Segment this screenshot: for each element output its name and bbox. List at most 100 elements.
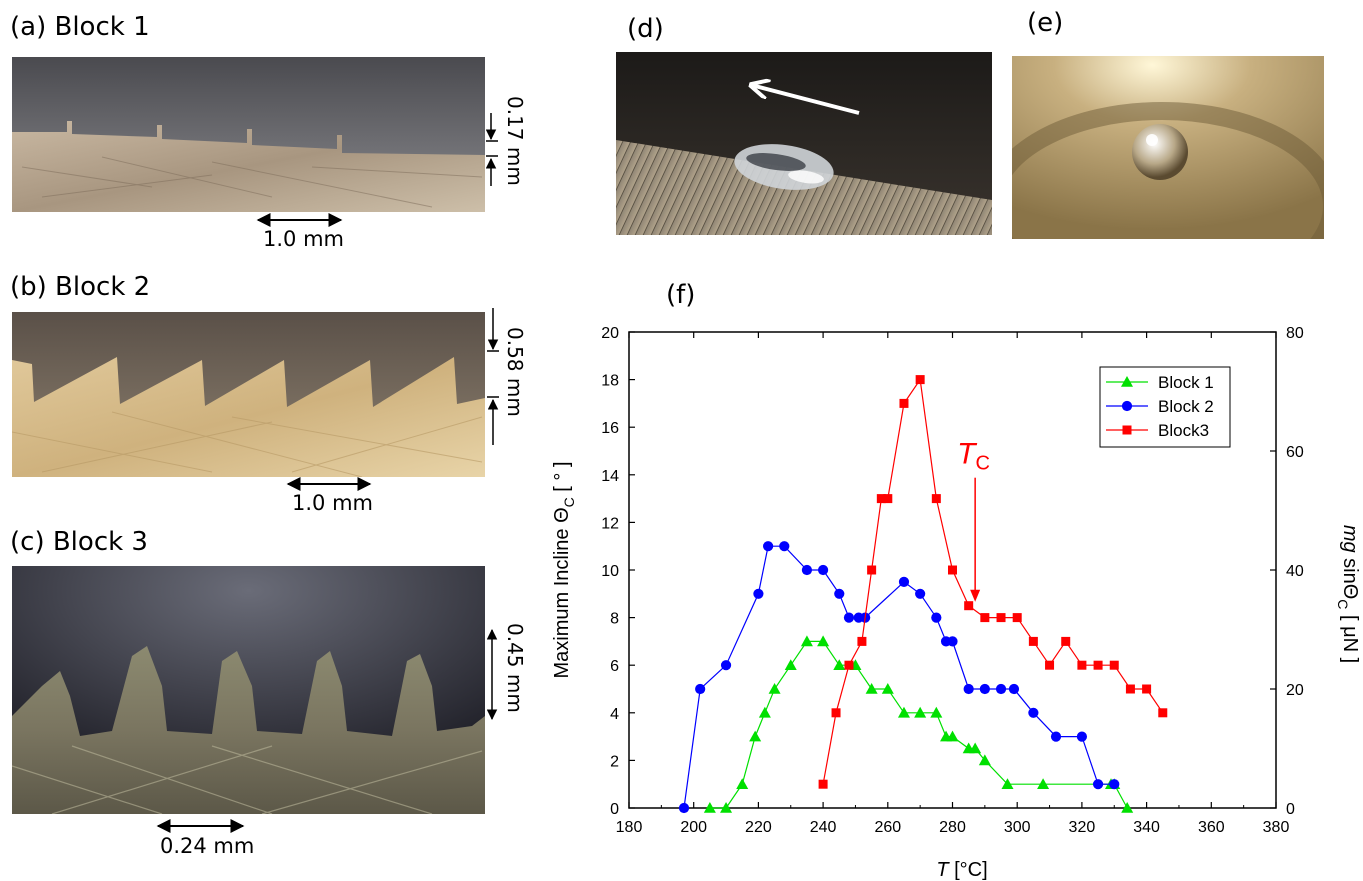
legend-marker (1122, 425, 1132, 435)
data-point (1028, 636, 1038, 646)
panel-label-f: (f) (666, 280, 696, 310)
panel-label-c: (c) Block 3 (10, 527, 148, 557)
y-tick-label: 6 (610, 658, 619, 675)
x-tick-label: 200 (680, 819, 707, 836)
legend-label: Block 1 (1158, 373, 1214, 392)
data-point (763, 541, 774, 552)
data-point (1093, 660, 1103, 670)
data-point (753, 588, 764, 599)
x-tick-label: 220 (745, 819, 772, 836)
data-point (1008, 683, 1020, 695)
x-tick-label: 260 (874, 819, 901, 836)
data-point (800, 635, 813, 647)
droplet-incline-photo (616, 52, 992, 235)
data-point (996, 613, 1006, 623)
data-point (779, 541, 790, 552)
chart-series (678, 375, 1168, 814)
y-tick-label: 8 (610, 611, 619, 628)
panel-label-b: (b) Block 2 (10, 272, 151, 302)
tc-arrowhead (970, 589, 981, 602)
data-point (1001, 778, 1014, 789)
data-point (1012, 613, 1022, 623)
data-point (897, 706, 910, 718)
data-point (1076, 731, 1087, 742)
legend-marker (1121, 400, 1133, 412)
legend-box (1099, 366, 1231, 448)
data-point (1092, 779, 1104, 790)
data-point (931, 612, 942, 623)
y-tick-label: 16 (601, 420, 619, 437)
data-point (834, 588, 845, 599)
block2-micrograph (12, 312, 485, 477)
data-point (818, 564, 829, 576)
data-point (899, 398, 909, 408)
legend-marker (1121, 376, 1133, 387)
data-point (1061, 636, 1071, 646)
data-point (817, 635, 830, 647)
series-1 (703, 635, 1134, 813)
chart-legend: Block 1 Block 2 Block3 (1099, 366, 1231, 448)
panel-label-e: (e) (1027, 8, 1064, 38)
y-tick-label: 20 (601, 325, 619, 342)
data-point (843, 612, 855, 623)
data-point (969, 742, 982, 754)
data-point (720, 660, 732, 671)
y-tick-label: 2 (610, 753, 619, 770)
data-point (915, 375, 925, 385)
data-point (1037, 778, 1050, 789)
series-3 (818, 375, 1168, 789)
x-tick-label: 240 (810, 819, 837, 836)
data-point (1028, 707, 1039, 718)
droplet-dish-photo (1012, 56, 1324, 239)
data-point (948, 565, 957, 575)
legend-label: Block 2 (1158, 397, 1214, 416)
data-point (883, 494, 893, 504)
data-point (980, 613, 990, 623)
block3-micrograph (12, 566, 485, 814)
tc-annotation-label: TC (957, 438, 990, 475)
block3-scale-horizontal: 0.24 mm (160, 834, 255, 858)
y2-tick-label: 60 (1286, 444, 1304, 461)
x-tick-label: 380 (1263, 819, 1290, 836)
data-point (867, 565, 877, 575)
data-point (844, 660, 854, 670)
x-tick-label: 180 (616, 819, 643, 836)
block2-scale-vertical: 0.58 mm (503, 327, 527, 417)
chart-annotation: TC (957, 438, 990, 602)
x-tick-label: 280 (939, 819, 966, 836)
data-point (914, 706, 927, 718)
data-point (749, 730, 762, 742)
data-point (1077, 660, 1087, 670)
data-point (946, 730, 959, 742)
data-point (720, 802, 733, 813)
data-point (703, 802, 716, 813)
data-point (768, 683, 781, 694)
data-point (1158, 708, 1168, 718)
legend-label: Block3 (1158, 421, 1209, 440)
series-2 (678, 541, 1120, 814)
y-tick-label: 0 (610, 801, 619, 818)
data-point (978, 754, 991, 766)
data-point (865, 683, 878, 694)
y-tick-label: 12 (601, 515, 619, 532)
y-tick-label: 4 (610, 706, 619, 723)
data-point (831, 708, 841, 718)
data-point (1109, 660, 1119, 670)
data-point (963, 683, 974, 695)
panel-label-d: (d) (627, 14, 664, 44)
x-tick-label: 340 (1133, 819, 1160, 836)
data-point (801, 564, 813, 576)
data-point (876, 494, 886, 504)
y2-tick-label: 80 (1286, 325, 1304, 342)
series-line (709, 640, 1128, 809)
data-point (930, 706, 943, 718)
data-point (1045, 660, 1055, 670)
x-tick-label: 300 (1004, 819, 1031, 836)
block1-micrograph (12, 57, 485, 212)
block3-scale-vertical: 0.45 mm (503, 623, 527, 713)
data-point (857, 636, 867, 646)
y-tick-label: 18 (601, 373, 619, 390)
data-point (1142, 684, 1152, 694)
x-tick-label: 360 (1198, 819, 1225, 836)
data-point (995, 683, 1007, 695)
